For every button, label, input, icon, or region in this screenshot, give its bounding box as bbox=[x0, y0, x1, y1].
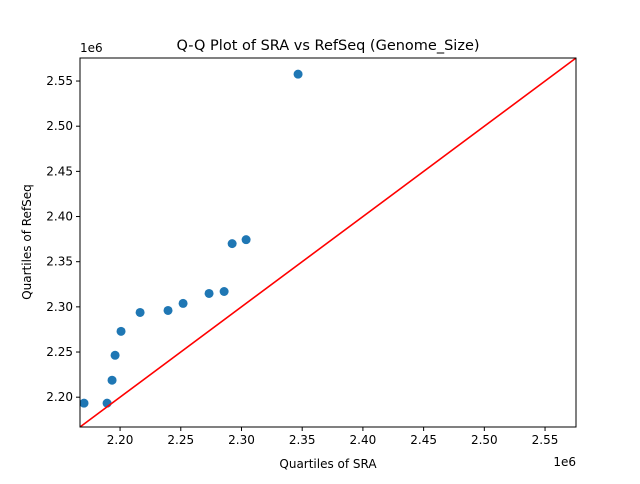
data-point bbox=[204, 288, 214, 298]
y-tick-label: 2.35 bbox=[46, 255, 73, 269]
y-tick-label: 2.20 bbox=[46, 390, 73, 404]
x-tick-label: 2.30 bbox=[228, 433, 255, 447]
x-offset-label: 1e6 bbox=[553, 455, 576, 469]
data-point bbox=[163, 305, 173, 315]
x-axis-label: Quartiles of SRA bbox=[279, 457, 377, 471]
chart-title: Q-Q Plot of SRA vs RefSeq (Genome_Size) bbox=[176, 38, 479, 54]
x-tick-label: 2.40 bbox=[350, 433, 377, 447]
y-tick-label: 2.30 bbox=[46, 300, 73, 314]
data-point bbox=[241, 235, 251, 245]
data-point bbox=[178, 298, 188, 308]
x-tick-label: 2.25 bbox=[167, 433, 194, 447]
y-tick-label: 2.45 bbox=[46, 164, 73, 178]
data-point bbox=[79, 398, 89, 408]
y-tick-label: 2.50 bbox=[46, 119, 73, 133]
data-point bbox=[293, 69, 303, 79]
reference-line bbox=[79, 57, 577, 428]
x-tick-label: 2.20 bbox=[107, 433, 134, 447]
data-point bbox=[219, 287, 229, 297]
y-offset-label: 1e6 bbox=[80, 41, 103, 55]
y-tick-label: 2.55 bbox=[46, 74, 73, 88]
plot-frame bbox=[79, 57, 577, 428]
y-axis-label: Quartiles of RefSeq bbox=[20, 184, 34, 300]
x-tick-label: 2.35 bbox=[289, 433, 316, 447]
data-point bbox=[135, 307, 145, 317]
y-tick-label: 2.40 bbox=[46, 210, 73, 224]
y-tick-label: 2.25 bbox=[46, 345, 73, 359]
data-point bbox=[107, 375, 117, 385]
data-point bbox=[110, 350, 120, 360]
x-tick-label: 2.45 bbox=[410, 433, 437, 447]
data-point bbox=[116, 326, 126, 336]
x-tick-label: 2.55 bbox=[532, 433, 559, 447]
x-tick-label: 2.50 bbox=[471, 433, 498, 447]
data-point bbox=[227, 239, 237, 249]
